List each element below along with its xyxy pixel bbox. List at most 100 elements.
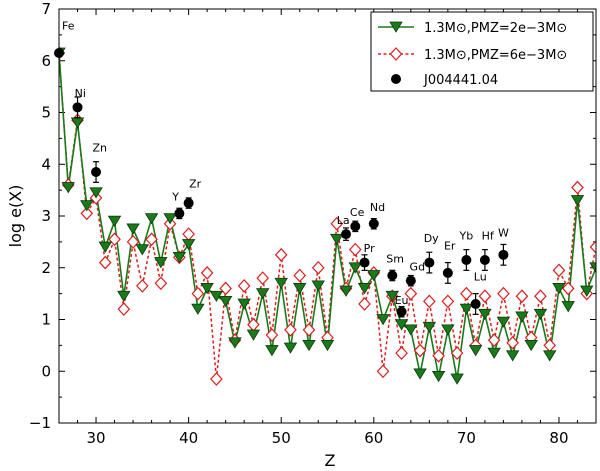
- diamond-marker: [487, 333, 501, 348]
- diamond-marker: [237, 278, 251, 293]
- diamond-marker: [219, 281, 232, 296]
- element-label: Lu: [474, 271, 487, 284]
- triangle-marker: [552, 283, 566, 295]
- triangle-marker: [561, 301, 575, 313]
- diamond-marker: [265, 328, 279, 342]
- triangle-marker: [163, 213, 177, 225]
- triangle-marker: [385, 290, 400, 302]
- triangle-marker: [376, 314, 390, 326]
- diamond-marker: [330, 216, 344, 231]
- y-tick-label: 6: [41, 52, 51, 70]
- triangle-marker: [89, 187, 103, 199]
- y-tick-label: 1: [41, 311, 51, 329]
- triangle-marker: [274, 277, 288, 290]
- element-label: W: [498, 227, 509, 240]
- triangle-marker: [515, 311, 529, 323]
- triangle-marker: [311, 280, 325, 292]
- triangle-marker: [348, 262, 362, 274]
- triangle-marker: [339, 285, 353, 297]
- diamond-marker: [126, 234, 140, 249]
- triangle-marker: [543, 350, 557, 362]
- diamond-marker: [478, 289, 492, 304]
- diamond-marker: [376, 364, 390, 379]
- element-label: Dy: [424, 232, 439, 245]
- diamond-marker: [108, 232, 121, 247]
- diamond-marker: [145, 232, 158, 247]
- element-label: Nd: [370, 201, 385, 214]
- triangle-marker: [533, 308, 548, 321]
- observed-point: [359, 257, 370, 268]
- triangle-marker: [293, 283, 307, 295]
- triangle-marker: [478, 308, 492, 321]
- diamond-marker: [154, 276, 168, 291]
- triangle-marker: [265, 345, 279, 357]
- element-label: Gd: [410, 260, 426, 273]
- observed-point: [183, 198, 194, 209]
- y-tick-label: 0: [41, 362, 51, 380]
- triangle-marker: [459, 303, 474, 315]
- observed-point: [424, 257, 435, 268]
- y-tick-label: 7: [41, 0, 51, 18]
- element-label: Ce: [350, 206, 365, 219]
- triangle-marker: [255, 288, 270, 300]
- diamond-marker: [191, 286, 205, 301]
- element-label: Er: [444, 240, 456, 253]
- triangle-marker: [450, 373, 464, 385]
- diamond-marker: [136, 278, 149, 293]
- tick-labels: 30 40 50 60 70 80 −1 0 1 2 3 4 5 6 7: [29, 0, 569, 447]
- y-tick-label: −1: [29, 414, 51, 432]
- x-tick-label: 70: [457, 429, 476, 447]
- legend: 1.3M⊙,PMZ=2e−3M⊙ 1.3M⊙,PMZ=6e−3M⊙ J00444…: [370, 11, 594, 92]
- diamond-marker: [404, 286, 418, 301]
- element-label: Hf: [482, 229, 495, 242]
- observed-point: [479, 254, 490, 265]
- triangle-marker: [191, 303, 205, 315]
- diamond-marker: [534, 289, 547, 304]
- x-axis-title: Z: [325, 451, 336, 470]
- diamond-marker: [561, 281, 575, 296]
- triangle-marker: [580, 285, 594, 297]
- observed-point: [461, 254, 472, 265]
- element-label: Zn: [92, 141, 107, 154]
- legend-label-series-2: 1.3M⊙,PMZ=6e−3M⊙: [424, 48, 567, 63]
- triangle-marker: [468, 345, 483, 357]
- diamond-marker: [293, 268, 307, 283]
- triangle-marker: [181, 239, 196, 251]
- diamond-marker: [274, 247, 288, 262]
- y-tick-label: 5: [41, 104, 51, 122]
- observed-abundances: [54, 47, 509, 318]
- triangle-marker: [505, 350, 520, 362]
- diamond-marker: [302, 322, 316, 337]
- y-tick-label: 2: [41, 259, 51, 277]
- triangle-marker: [98, 241, 112, 253]
- diamond-marker: [256, 271, 270, 285]
- series-line-pmz-6e-3: [59, 52, 596, 380]
- diamond-marker: [80, 206, 94, 221]
- element-label: Y: [171, 190, 179, 203]
- triangle-marker: [126, 223, 140, 235]
- diamond-marker: [571, 180, 584, 195]
- x-tick-label: 40: [179, 429, 198, 447]
- triangle-marker: [570, 195, 585, 207]
- element-label: Eu: [395, 294, 409, 307]
- diamond-marker: [450, 346, 464, 361]
- y-axis-title: log e(X): [6, 185, 25, 248]
- y-tick-label: 4: [41, 155, 51, 173]
- triangle-marker: [589, 262, 596, 274]
- x-tick-label: 60: [364, 429, 383, 447]
- triangle-marker: [487, 347, 501, 359]
- x-tick-label: 50: [272, 429, 291, 447]
- diamond-marker: [552, 263, 566, 278]
- x-tick-label: 30: [86, 429, 105, 447]
- triangle-marker: [237, 298, 251, 310]
- observed-point: [368, 218, 379, 229]
- triangle-marker: [218, 295, 233, 308]
- diamond-marker: [460, 286, 473, 301]
- diamond-marker: [117, 302, 131, 317]
- triangle-marker: [422, 321, 437, 334]
- diamond-marker: [506, 335, 519, 350]
- diamond-marker: [311, 260, 325, 275]
- element-label: La: [337, 214, 350, 227]
- triangle-marker: [524, 339, 538, 352]
